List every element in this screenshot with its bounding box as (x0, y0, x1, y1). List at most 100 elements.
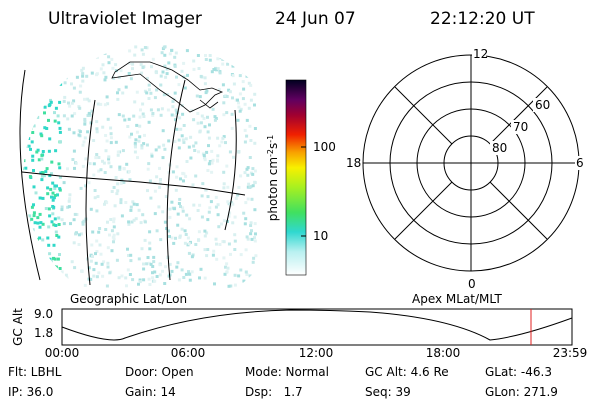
speckle (116, 232, 120, 236)
speckle (214, 205, 218, 209)
speckle (243, 128, 247, 132)
speckle (57, 272, 61, 276)
speckle (58, 76, 62, 80)
speckle (106, 102, 110, 106)
speckle (36, 284, 40, 288)
speckle (252, 276, 256, 280)
speckle (84, 184, 88, 188)
speckle (52, 284, 56, 288)
speckle (184, 174, 188, 178)
speckle (207, 210, 211, 214)
speckle (229, 53, 232, 57)
speckle (147, 83, 151, 87)
speckle (227, 202, 231, 206)
speckle (26, 248, 30, 252)
speckle (222, 170, 226, 174)
speckle (81, 51, 85, 55)
speckle (133, 141, 137, 145)
speckle (31, 154, 35, 158)
lat-label: 80 (492, 141, 507, 155)
speckle (40, 174, 44, 178)
speckle (247, 81, 251, 85)
speckle (142, 115, 146, 118)
speckle (78, 130, 82, 134)
speckle (73, 212, 77, 216)
speckle (39, 92, 43, 96)
speckle (138, 280, 142, 284)
speckle (128, 49, 132, 53)
speckle (216, 67, 220, 71)
speckle (45, 267, 49, 270)
speckle (119, 201, 123, 205)
speckle (213, 282, 216, 286)
speckle (101, 125, 105, 129)
speckle (146, 167, 150, 171)
speckle (40, 134, 44, 138)
speckle (184, 137, 188, 141)
speckle (88, 162, 92, 166)
speckle (32, 203, 35, 207)
speckle (252, 256, 256, 260)
speckle (47, 207, 51, 211)
speckle (158, 181, 162, 185)
speckle (49, 90, 53, 94)
x-tick-label: 18:00 (426, 346, 461, 360)
speckle (209, 200, 213, 204)
speckle (245, 167, 249, 171)
speckle (216, 154, 220, 158)
speckle (173, 207, 176, 211)
speckle (86, 114, 90, 117)
speckle (143, 89, 147, 93)
speckle (146, 76, 149, 80)
speckle (213, 118, 217, 122)
speckle (78, 52, 81, 56)
speckle (253, 103, 256, 107)
speckle (80, 68, 84, 72)
speckle (36, 115, 40, 119)
speckle (31, 228, 35, 232)
speckle (142, 278, 146, 282)
speckle (38, 196, 42, 200)
speckle (99, 102, 103, 106)
speckle (145, 91, 149, 95)
speckle (249, 98, 253, 102)
speckle (32, 93, 36, 97)
speckle (53, 217, 57, 221)
speckle (73, 112, 77, 116)
speckle (32, 214, 36, 218)
speckle (56, 114, 60, 118)
speckle (245, 74, 249, 78)
speckle (58, 281, 62, 285)
speckle (97, 169, 101, 173)
speckle (23, 167, 24, 171)
speckle (46, 186, 50, 190)
speckle (132, 202, 136, 206)
speckle (244, 201, 248, 205)
speckle (247, 71, 250, 75)
speckle (181, 138, 185, 142)
x-tick-label: 06:00 (171, 346, 206, 360)
speckle (107, 55, 111, 59)
speckle (138, 115, 142, 119)
speckle (45, 127, 49, 130)
geo-grid (19, 61, 246, 286)
speckle (221, 62, 225, 66)
speckle (145, 143, 149, 147)
speckle (218, 71, 222, 75)
speckle (92, 139, 96, 142)
speckle (138, 124, 142, 128)
speckle (127, 72, 131, 75)
speckle (206, 218, 210, 222)
speckle (228, 211, 232, 215)
speckle (148, 283, 152, 286)
speckle (176, 212, 180, 216)
speckle (53, 119, 57, 123)
speckle (247, 182, 251, 186)
speckle (173, 140, 177, 143)
speckle (118, 167, 122, 171)
speckle (52, 205, 56, 209)
speckle (143, 133, 146, 137)
speckle (39, 251, 42, 255)
speckle (112, 240, 115, 244)
speckle (187, 272, 191, 276)
